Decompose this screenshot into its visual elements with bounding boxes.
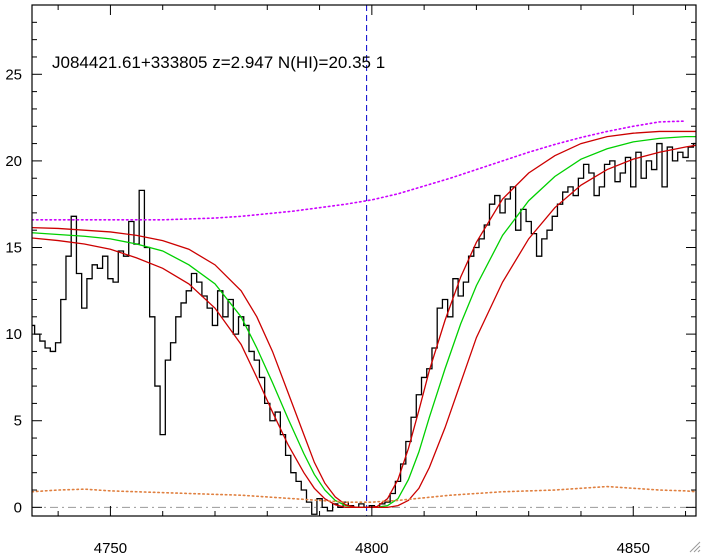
- y-tick-label: 20: [5, 153, 22, 170]
- y-tick-label: 0: [14, 499, 22, 516]
- chart-title: J084421.61+333805 z=2.947 N(HI)=20.35 1: [52, 53, 385, 72]
- x-tick-label: 4800: [355, 540, 388, 556]
- flux-spectrum: [32, 142, 696, 515]
- resize-grip-icon[interactable]: [689, 541, 701, 553]
- y-tick-label: 5: [14, 413, 22, 430]
- y-tick-label: 10: [5, 326, 22, 343]
- fit-lower-bound-line: [32, 144, 696, 508]
- error-spectrum: [32, 485, 696, 503]
- continuum-line: [32, 120, 687, 221]
- y-tick-label: 25: [5, 66, 22, 83]
- series-layer: [32, 5, 696, 516]
- x-tick-label: 4850: [617, 540, 650, 556]
- plot-frame: [31, 4, 697, 517]
- y-tick-label: 15: [5, 240, 22, 257]
- x-tick-label: 4750: [94, 540, 127, 556]
- ticks-layer: 4750 4800 4850 0 5 10 15 20 25: [5, 5, 696, 556]
